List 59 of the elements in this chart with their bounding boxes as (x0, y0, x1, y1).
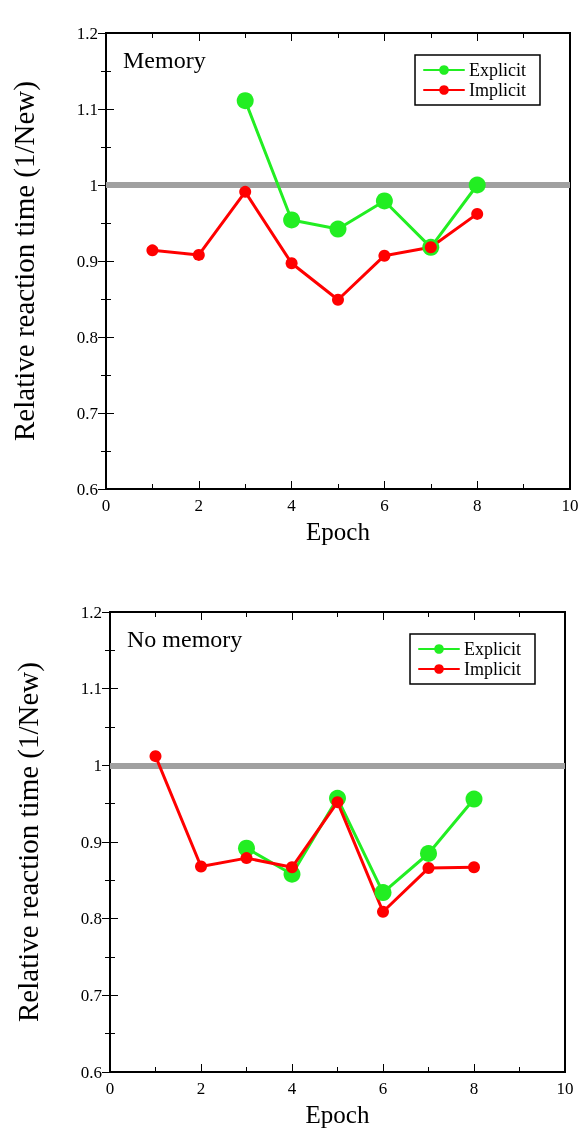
point (192, 248, 205, 261)
point (240, 852, 253, 865)
y-axis-title: Relative reaction time (1/New) (11, 662, 45, 1022)
x-tick-label: 8 (472, 496, 482, 515)
point (329, 220, 347, 238)
point (331, 796, 344, 809)
point (377, 905, 389, 918)
y-tick-label: 1.1 (76, 99, 98, 119)
x-tick-label: 8 (469, 1079, 479, 1098)
legend-label: Implicit (469, 80, 527, 100)
x-tick-label: 4 (287, 1079, 297, 1098)
point (286, 861, 298, 874)
point (471, 207, 484, 220)
y-tick-label: 0.9 (80, 832, 102, 852)
x-tick-label: 10 (561, 496, 579, 515)
point (468, 176, 486, 194)
y-tick-label: 1.2 (80, 602, 102, 622)
x-tick-label: 2 (196, 1079, 206, 1098)
x-tick-label: 2 (194, 496, 204, 515)
point (236, 92, 254, 110)
x-tick-label: 0 (105, 1079, 115, 1098)
point (374, 884, 392, 902)
point (332, 293, 344, 306)
y-tick-label: 0.8 (80, 909, 102, 929)
point (146, 244, 159, 257)
y-tick-label: 1.1 (80, 679, 102, 699)
point (285, 257, 298, 270)
legend-label: Implicit (464, 659, 522, 679)
y-tick-label: 1 (93, 755, 102, 775)
point (283, 211, 301, 229)
point (375, 192, 393, 210)
y-tick-label: 0.7 (76, 403, 99, 423)
x-tick-label: 10 (556, 1079, 574, 1098)
point (465, 790, 483, 808)
x-axis-title: Epoch (305, 1100, 370, 1128)
point (468, 861, 480, 874)
y-tick-label: 0.7 (80, 985, 103, 1005)
point (239, 185, 252, 198)
x-tick-label: 6 (380, 496, 389, 515)
text: No memory (127, 626, 243, 652)
y-tick-label: 0.8 (76, 327, 98, 347)
point (378, 249, 391, 262)
y-tick-label: 0.6 (80, 1062, 102, 1082)
x-tick-label: 6 (378, 1079, 388, 1098)
legend-label: Explicit (469, 60, 527, 80)
y-axis-title: Relative reaction time (1/New) (7, 81, 41, 441)
y-tick-label: 1.2 (76, 23, 98, 43)
y-tick-label: 1 (89, 175, 98, 195)
text: Memory (123, 47, 206, 73)
x-tick-label: 0 (101, 496, 111, 515)
point (149, 750, 162, 763)
x-tick-label: 4 (287, 496, 297, 515)
point (195, 860, 207, 873)
y-tick-label: 0.6 (76, 479, 98, 499)
y-tick-label: 0.9 (76, 251, 98, 271)
point (420, 845, 437, 862)
point (422, 862, 435, 875)
legend-label: Explicit (464, 639, 522, 659)
x-axis-title: Epoch (306, 517, 371, 545)
